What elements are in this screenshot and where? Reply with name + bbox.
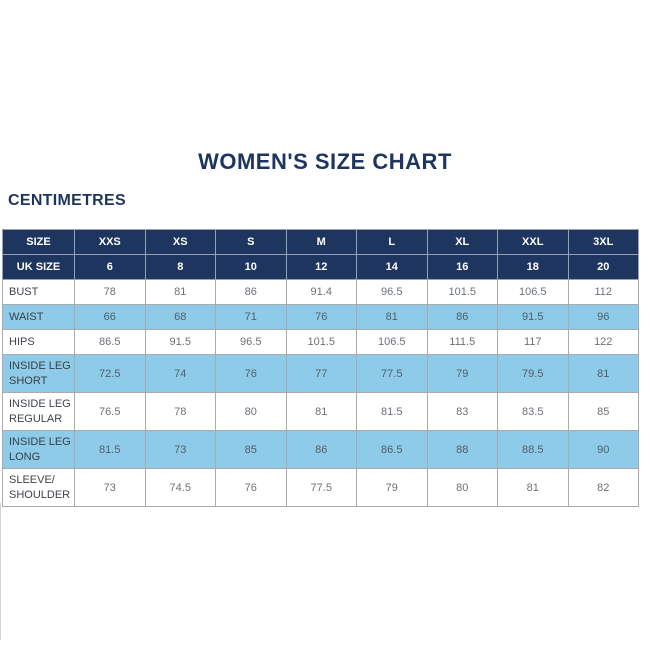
value-cell: 111.5	[426, 329, 498, 355]
header-cell: 16	[426, 254, 498, 280]
header-row: UK SIZE 6 8 10 12 14 16 18 20	[2, 254, 639, 280]
table-row: BUST 78 81 86 91.4 96.5 101.5 106.5 112	[2, 279, 639, 305]
value-cell: 81	[144, 279, 216, 305]
value-cell: 96.5	[356, 279, 428, 305]
value-cell: 81	[497, 468, 569, 507]
header-cell: L	[356, 229, 428, 255]
value-cell: 74.5	[144, 468, 216, 507]
value-cell: 83.5	[497, 392, 569, 431]
left-edge-line	[0, 503, 1, 640]
header-cell: 12	[285, 254, 357, 280]
value-cell: 86	[285, 430, 357, 469]
value-cell: 91.5	[497, 304, 569, 330]
header-cell: 20	[567, 254, 639, 280]
value-cell: 96.5	[215, 329, 287, 355]
value-cell: 81.5	[74, 430, 146, 469]
row-label: BUST	[2, 279, 75, 305]
header-cell: XXL	[497, 229, 569, 255]
value-cell: 88	[426, 430, 498, 469]
row-label: INSIDE LEG REGULAR	[2, 392, 75, 431]
value-cell: 83	[426, 392, 498, 431]
value-cell: 71	[215, 304, 287, 330]
units-label: CENTIMETRES	[8, 192, 126, 209]
value-cell: 76	[215, 468, 287, 507]
value-cell: 96	[567, 304, 639, 330]
value-cell: 85	[215, 430, 287, 469]
value-cell: 117	[497, 329, 569, 355]
value-cell: 79	[426, 354, 498, 393]
value-cell: 81	[285, 392, 357, 431]
value-cell: 91.5	[144, 329, 216, 355]
value-cell: 112	[567, 279, 639, 305]
row-label: SLEEVE/ SHOULDER	[2, 468, 75, 507]
value-cell: 82	[567, 468, 639, 507]
value-cell: 80	[426, 468, 498, 507]
size-chart-table: SIZE XXS XS S M L XL XXL 3XL UK SIZE 6 8 10 12 14 16 18 2…	[2, 229, 639, 507]
value-cell: 81.5	[356, 392, 428, 431]
value-cell: 74	[144, 354, 216, 393]
table-row: HIPS 86.5 91.5 96.5 101.5 106.5 111.5 117 122	[2, 329, 639, 355]
value-cell: 81	[567, 354, 639, 393]
value-cell: 76.5	[74, 392, 146, 431]
table-row: WAIST 66 68 71 76 81 86 91.5 96	[2, 304, 639, 330]
header-cell: 6	[74, 254, 146, 280]
header-cell: XS	[144, 229, 216, 255]
table-body: BUST 78 81 86 91.4 96.5 101.5 106.5 112 WAIST 66 68…	[2, 279, 639, 507]
value-cell: 86	[215, 279, 287, 305]
page-title: WOMEN'S SIZE CHART	[198, 149, 452, 174]
table-row: INSIDE LEG LONG 81.5 73 85 86 86.5 88 88.5 90	[2, 430, 639, 469]
table-header: SIZE XXS XS S M L XL XXL 3XL UK SIZE 6 8 10 12 14 16 18 2…	[2, 229, 639, 280]
value-cell: 66	[74, 304, 146, 330]
value-cell: 86	[426, 304, 498, 330]
header-row: SIZE XXS XS S M L XL XXL 3XL	[2, 229, 639, 255]
table-row: INSIDE LEG SHORT 72.5 74 76 77 77.5 79 79.5 81	[2, 354, 639, 393]
header-cell: 18	[497, 254, 569, 280]
header-label: SIZE	[2, 229, 75, 255]
header-cell: 8	[144, 254, 216, 280]
header-cell: 3XL	[567, 229, 639, 255]
value-cell: 78	[144, 392, 216, 431]
value-cell: 88.5	[497, 430, 569, 469]
value-cell: 77	[285, 354, 357, 393]
value-cell: 86.5	[356, 430, 428, 469]
value-cell: 72.5	[74, 354, 146, 393]
value-cell: 91.4	[285, 279, 357, 305]
header-cell: M	[285, 229, 357, 255]
header-label: UK SIZE	[2, 254, 75, 280]
value-cell: 78	[74, 279, 146, 305]
value-cell: 77.5	[285, 468, 357, 507]
value-cell: 77.5	[356, 354, 428, 393]
row-label: WAIST	[2, 304, 75, 330]
value-cell: 106.5	[497, 279, 569, 305]
row-label: INSIDE LEG LONG	[2, 430, 75, 469]
header-cell: 14	[356, 254, 428, 280]
value-cell: 101.5	[285, 329, 357, 355]
value-cell: 86.5	[74, 329, 146, 355]
value-cell: 101.5	[426, 279, 498, 305]
value-cell: 76	[215, 354, 287, 393]
value-cell: 73	[74, 468, 146, 507]
value-cell: 81	[356, 304, 428, 330]
header-cell: XXS	[74, 229, 146, 255]
table-row: INSIDE LEG REGULAR 76.5 78 80 81 81.5 83 83.5 85	[2, 392, 639, 431]
value-cell: 79.5	[497, 354, 569, 393]
row-label: INSIDE LEG SHORT	[2, 354, 75, 393]
value-cell: 68	[144, 304, 216, 330]
row-label: HIPS	[2, 329, 75, 355]
header-cell: 10	[215, 254, 287, 280]
value-cell: 122	[567, 329, 639, 355]
value-cell: 106.5	[356, 329, 428, 355]
header-cell: S	[215, 229, 287, 255]
value-cell: 90	[567, 430, 639, 469]
value-cell: 76	[285, 304, 357, 330]
header-cell: XL	[426, 229, 498, 255]
value-cell: 73	[144, 430, 216, 469]
value-cell: 80	[215, 392, 287, 431]
value-cell: 79	[356, 468, 428, 507]
table-row: SLEEVE/ SHOULDER 73 74.5 76 77.5 79 80 81 82	[2, 468, 639, 507]
value-cell: 85	[567, 392, 639, 431]
